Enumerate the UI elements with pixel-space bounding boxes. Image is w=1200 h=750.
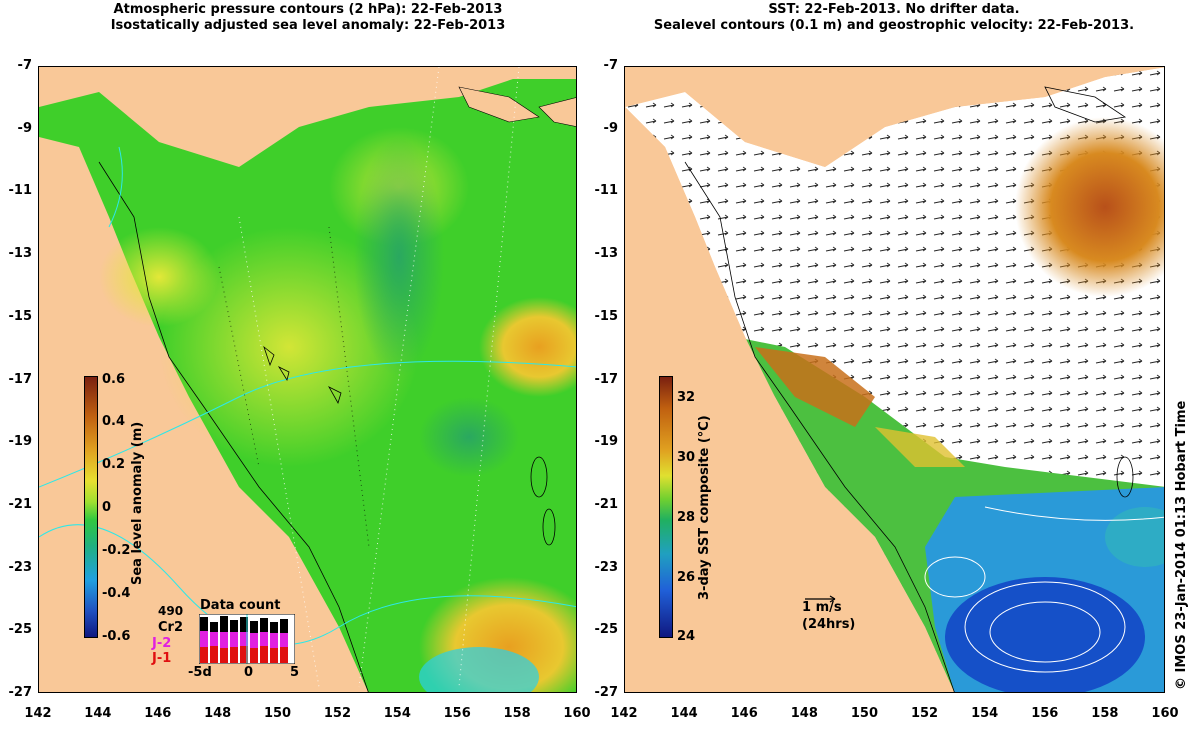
sla-x-tick: 150 — [263, 706, 292, 721]
sst-y-tick: -27 — [594, 685, 619, 700]
scale-label: 1 m/s — [802, 600, 842, 615]
sla-x-tick: 154 — [383, 706, 411, 721]
sat-cr2-label: Cr2 — [158, 620, 183, 635]
sst-x-tick: 152 — [910, 706, 939, 721]
sla-cb-tick: 0.2 — [102, 457, 126, 472]
sla-y-tick: -17 — [8, 371, 33, 387]
imos-credit: © IMOS 23-Jan-2014 01:13 Hobart Time — [1174, 400, 1189, 690]
sla-x-tick: 148 — [204, 706, 232, 721]
data-count-490: 490 — [158, 604, 184, 618]
sla-y-tick: -19 — [8, 434, 33, 450]
sst-y-tick: -9 — [603, 120, 618, 136]
sst-y-tick: -23 — [594, 559, 619, 575]
sla-y-tick: -11 — [8, 183, 33, 199]
data-count-chart — [199, 614, 295, 664]
right-title-line2: Sealevel contours (0.1 m) and geostrophi… — [653, 18, 1135, 33]
sst-y-tick: -11 — [594, 183, 619, 199]
sla-colorbar — [84, 376, 98, 638]
sst-colorbar — [659, 376, 673, 638]
sla-x-tick: 160 — [563, 706, 591, 721]
sla-cb-tick: -0.2 — [102, 543, 131, 558]
right-title-line1: SST: 22-Feb-2013. No drifter data. — [768, 2, 1020, 17]
sla-cb-tick: -0.4 — [102, 586, 131, 601]
sla-y-tick: -15 — [8, 308, 33, 324]
sst-x-tick: 142 — [610, 706, 638, 721]
sst-x-tick: 150 — [850, 706, 878, 721]
scale-sublabel: (24hrs) — [802, 617, 856, 632]
sst-cb-tick: 28 — [677, 510, 696, 525]
sst-cb-tick: 24 — [677, 629, 696, 644]
sst-y-tick: -21 — [594, 496, 619, 512]
sla-y-tick: -13 — [8, 246, 33, 262]
sst-x-tick: 158 — [1091, 706, 1119, 721]
sst-x-tick: 154 — [971, 706, 999, 721]
sst-x-tick: 144 — [670, 706, 698, 721]
sla-map-panel — [38, 66, 577, 693]
sla-y-tick: -25 — [8, 622, 33, 638]
sat-j1-label: J-1 — [152, 651, 172, 666]
sla-colorbar-label: Sea level anomaly (m) — [130, 421, 145, 585]
sst-x-tick: 160 — [1151, 706, 1179, 721]
sst-y-tick: -15 — [594, 308, 619, 324]
sla-x-tick: 156 — [443, 706, 471, 721]
sst-map-panel — [624, 66, 1165, 693]
data-count-xtick: -5d — [188, 665, 212, 680]
sst-y-tick: -17 — [594, 371, 619, 387]
sst-x-tick: 146 — [730, 706, 758, 721]
sla-x-tick: 146 — [144, 706, 172, 721]
sst-x-tick: 156 — [1031, 706, 1059, 721]
sst-cb-tick: 30 — [677, 450, 696, 465]
left-title-line1: Atmospheric pressure contours (2 hPa): 2… — [113, 2, 503, 17]
data-count-title: Data count — [200, 598, 281, 613]
sst-y-tick: -19 — [594, 434, 619, 450]
sla-cb-tick: -0.6 — [102, 629, 131, 644]
sst-x-tick: 148 — [790, 706, 818, 721]
sla-x-tick: 158 — [503, 706, 531, 721]
sst-cb-tick: 26 — [677, 570, 696, 585]
sla-x-tick: 144 — [84, 706, 112, 721]
sla-y-tick: -23 — [8, 559, 33, 575]
sla-x-tick: 142 — [24, 706, 52, 721]
sst-y-tick: -7 — [603, 58, 618, 73]
sst-y-tick: -13 — [594, 246, 619, 262]
sla-y-tick: -21 — [8, 496, 33, 512]
data-count-xtick: 5 — [290, 665, 300, 680]
sla-x-tick: 152 — [323, 706, 351, 721]
sla-y-tick: -9 — [17, 120, 32, 136]
sla-y-tick: -7 — [17, 58, 32, 73]
sla-cb-tick: 0.4 — [102, 414, 126, 429]
sla-cb-tick: 0 — [102, 500, 112, 515]
left-title-line2: Isostatically adjusted sea level anomaly… — [110, 18, 506, 33]
sst-colorbar-label: 3-day SST composite (°C) — [697, 415, 712, 600]
sla-map — [39, 67, 576, 692]
sla-cb-tick: 0.6 — [102, 372, 126, 387]
sst-map — [625, 67, 1164, 692]
sat-j2-label: J-2 — [152, 636, 172, 651]
data-count-xtick: 0 — [244, 665, 254, 680]
sst-cb-tick: 32 — [677, 390, 696, 405]
sla-y-tick: -27 — [8, 685, 33, 700]
sst-y-tick: -25 — [594, 622, 619, 638]
